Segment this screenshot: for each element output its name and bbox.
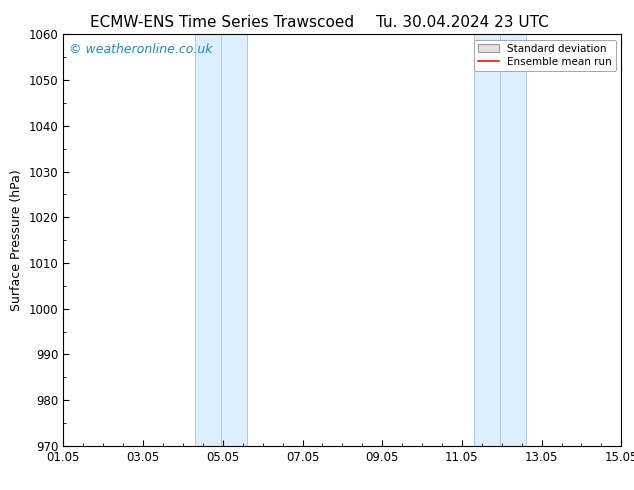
Text: ECMW-ENS Time Series Trawscoed: ECMW-ENS Time Series Trawscoed — [90, 15, 354, 30]
Text: Tu. 30.04.2024 23 UTC: Tu. 30.04.2024 23 UTC — [377, 15, 549, 30]
Text: © weatheronline.co.uk: © weatheronline.co.uk — [69, 43, 212, 55]
Legend: Standard deviation, Ensemble mean run: Standard deviation, Ensemble mean run — [474, 40, 616, 71]
Y-axis label: Surface Pressure (hPa): Surface Pressure (hPa) — [10, 169, 23, 311]
Bar — [474, 34, 526, 446]
Bar — [195, 34, 247, 446]
